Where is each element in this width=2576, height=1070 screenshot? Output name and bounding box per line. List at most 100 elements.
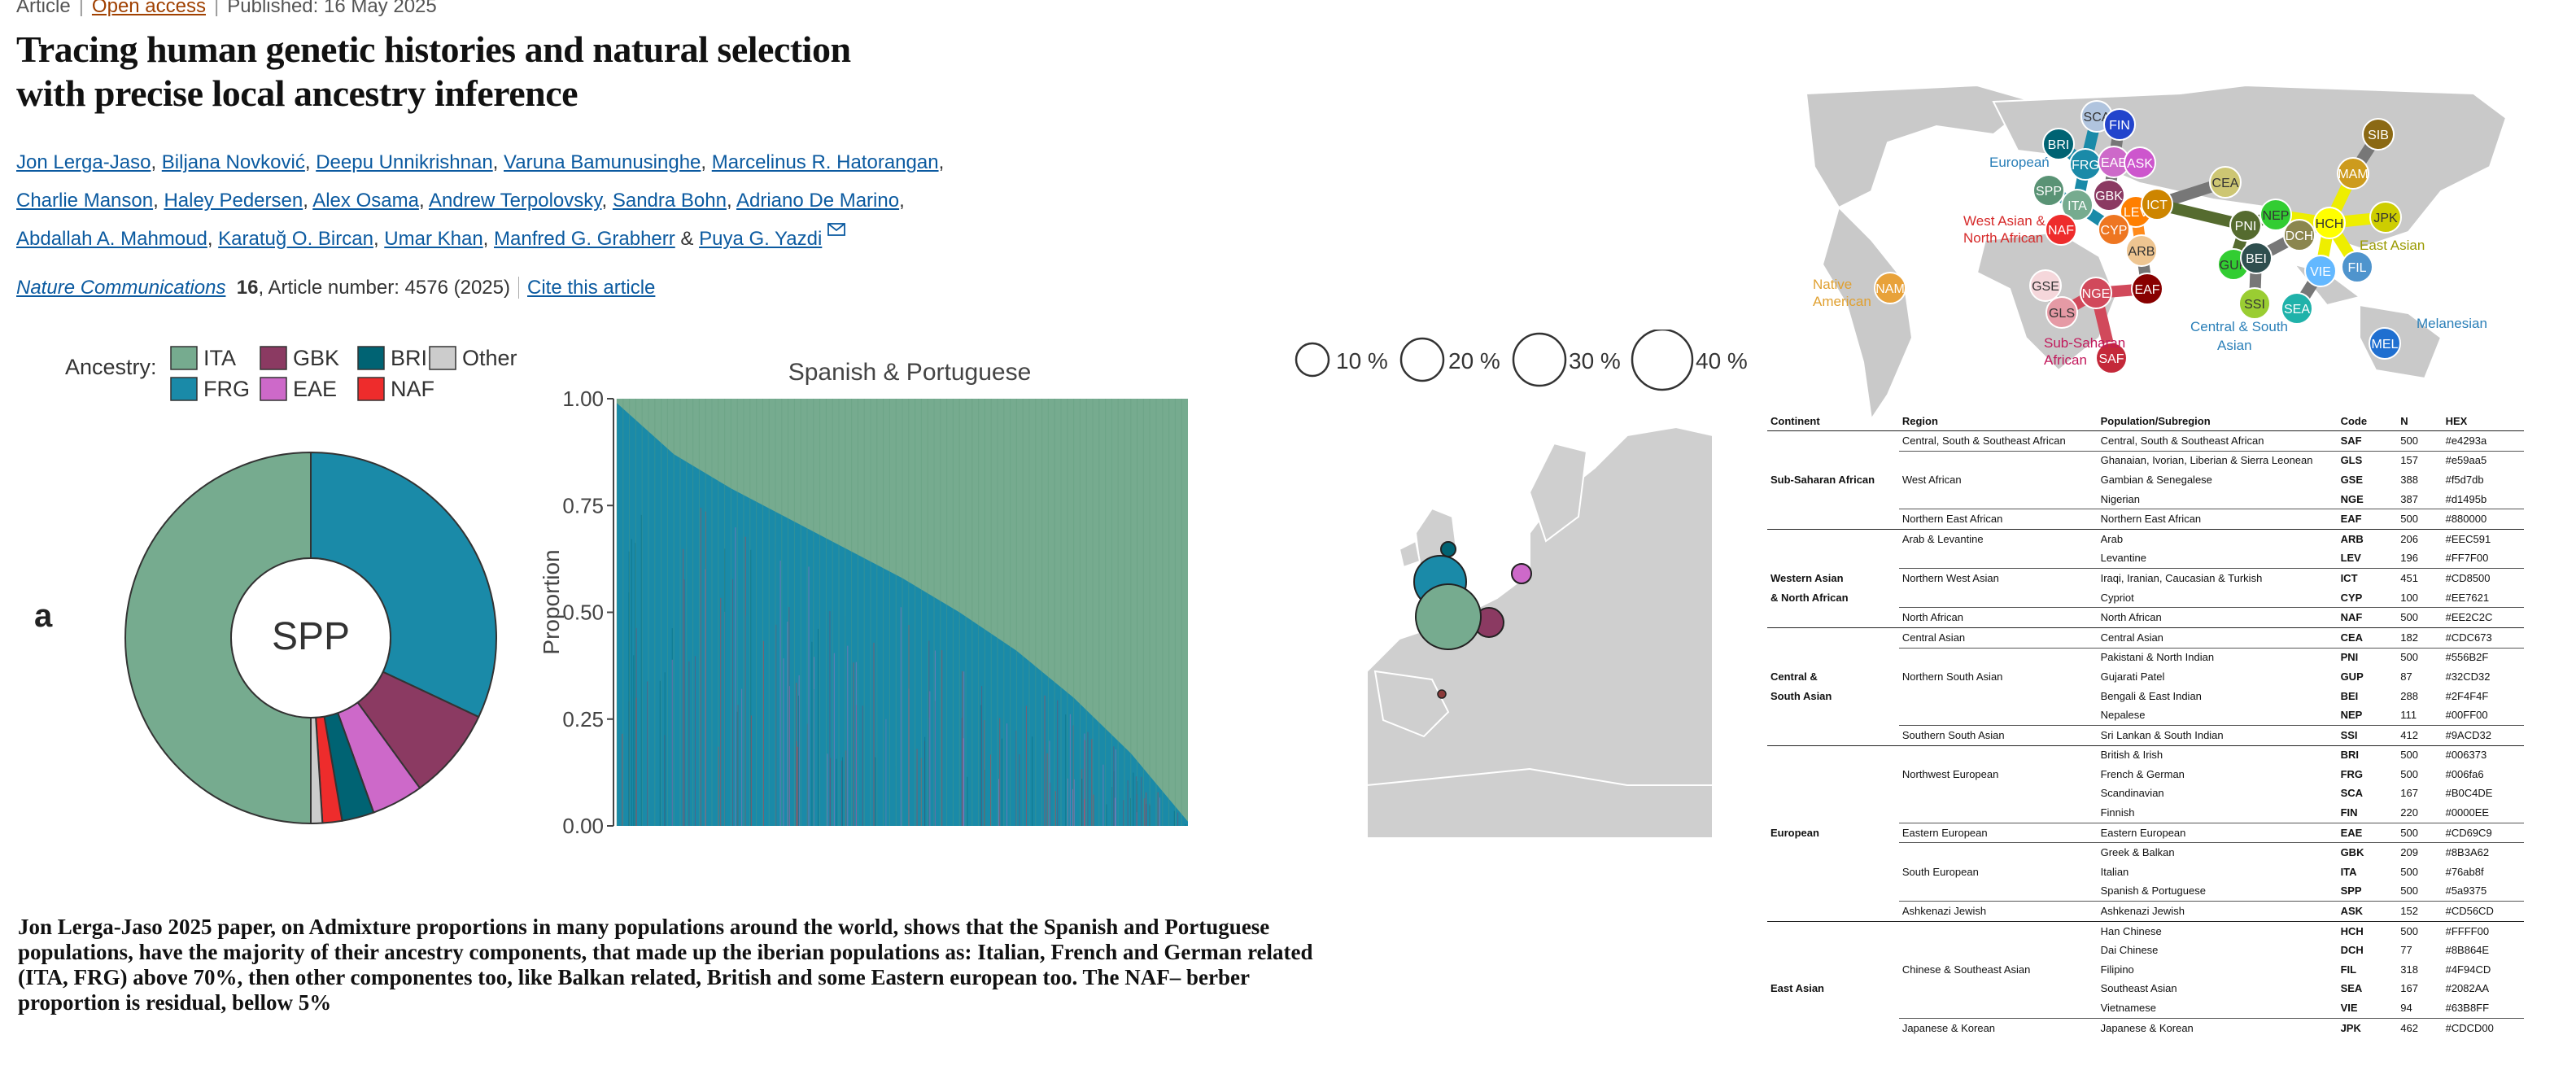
size-legend-circle <box>1513 334 1565 386</box>
cell-pop: Filipino <box>2098 960 2338 980</box>
bubble-BRI[interactable] <box>1441 542 1456 557</box>
author-link[interactable]: Karatuğ O. Bircan <box>218 228 373 250</box>
author-link[interactable]: Marcelinus R. Hatorangan <box>712 151 939 173</box>
author-link[interactable]: Alex Osama <box>312 190 419 212</box>
cell-n: 87 <box>2397 667 2442 687</box>
bubble-size-legend: 10 % 20 % 30 % 40 % <box>1296 330 1748 390</box>
node-label: DCH <box>2286 229 2314 243</box>
donut-center-label: SPP <box>272 615 350 658</box>
author-link[interactable]: Charlie Manson <box>16 190 153 212</box>
cell-hex: #006373 <box>2443 745 2524 765</box>
author-link[interactable]: Manfred G. Grabherr <box>494 228 675 250</box>
cell-region: Northern South Asian <box>1899 667 2098 687</box>
cell-hex: #880000 <box>2443 509 2524 530</box>
bubble-NAF[interactable] <box>1438 690 1446 698</box>
author-link[interactable]: Biljana Novković <box>162 151 305 173</box>
region-label: North African <box>1963 230 2043 246</box>
cell-code: NGE <box>2338 490 2398 509</box>
email-icon[interactable] <box>827 223 845 236</box>
author-link[interactable]: Abdallah A. Mahmoud <box>16 228 207 250</box>
cell-n: 451 <box>2397 569 2442 588</box>
node-label: SPP <box>2036 185 2062 199</box>
node-label: BRI <box>2048 138 2070 152</box>
cell-code: JPK <box>2338 1018 2398 1037</box>
cell-hex: #FF7F00 <box>2443 549 2524 569</box>
cell-n: 318 <box>2397 960 2442 980</box>
cell-hex: #CD56CD <box>2443 902 2524 922</box>
node-label: SAF <box>2098 352 2124 366</box>
table-row: South Asian Bengali & East Indian BEI 288 #2… <box>1767 687 2524 706</box>
table-row: Sub-Saharan African West African Gambian &… <box>1767 470 2524 490</box>
cell-code: BEI <box>2338 687 2398 706</box>
cell-pop: Gujarati Patel <box>2098 667 2338 687</box>
table-row: Central & Northern South Asian Gujarati Pa… <box>1767 667 2524 687</box>
legend: ITA GBK BRI OtherFRG EAE NAF <box>171 346 517 401</box>
cell-n: 412 <box>2397 725 2442 745</box>
table-row: Ghanaian, Ivorian, Liberian & Sierra Leo… <box>1767 451 2524 470</box>
author-link[interactable]: Varuna Bamunusinghe <box>504 151 701 173</box>
cell-hex: #5a9375 <box>2443 882 2524 902</box>
col-continent: Continent <box>1767 411 1899 431</box>
cell-region: Chinese & Southeast Asian <box>1899 960 2098 980</box>
node-label: FIL <box>2347 261 2366 275</box>
table-row: Levantine LEV 196 #FF7F00 <box>1767 549 2524 569</box>
cite-link[interactable]: Cite this article <box>518 277 655 299</box>
author-link[interactable]: Sandra Bohn <box>613 190 727 212</box>
node-label: SIB <box>2368 129 2389 142</box>
cell-code: NEP <box>2338 705 2398 725</box>
cell-continent <box>1767 608 1899 628</box>
cell-hex: #f5d7db <box>2443 470 2524 490</box>
open-access-link[interactable]: Open access <box>92 0 206 17</box>
size-legend-circle <box>1401 338 1443 381</box>
cell-n: 77 <box>2397 941 2442 960</box>
author-link[interactable]: Adriano De Marino <box>736 190 899 212</box>
author-link[interactable]: Andrew Terpolovsky <box>429 190 602 212</box>
author-link[interactable]: Jon Lerga-Jaso <box>16 151 151 173</box>
cell-n: 167 <box>2397 980 2442 999</box>
cell-pop: Levantine <box>2098 549 2338 569</box>
table-row: Ashkenazi Jewish Ashkenazi Jewish ASK 152 #C… <box>1767 902 2524 922</box>
table-row: Chinese & Southeast Asian Filipino FIL 318 #… <box>1767 960 2524 980</box>
table-row: Nepalese NEP 111 #00FF00 <box>1767 705 2524 725</box>
cell-continent: South Asian <box>1767 687 1899 706</box>
cell-pop: Japanese & Korean <box>2098 1018 2338 1037</box>
author-link[interactable]: Umar Khan <box>384 228 482 250</box>
size-legend-label: 40 % <box>1696 348 1748 373</box>
region-label: Europeań <box>1989 155 2050 170</box>
node-label: NGE <box>2082 287 2111 301</box>
cell-hex: #e4293a <box>2443 431 2524 452</box>
author-link[interactable]: Deepu Unnikrishnan <box>316 151 492 173</box>
node-label: GSE <box>2032 280 2059 294</box>
node-label: NAF <box>2048 224 2074 238</box>
journal-link[interactable]: Nature Communications <box>16 277 225 299</box>
cell-continent <box>1767 431 1899 452</box>
legend-swatch <box>260 347 286 369</box>
cell-region: Northern East African <box>1899 509 2098 530</box>
cell-code: CEA <box>2338 627 2398 648</box>
cell-continent <box>1767 960 1899 980</box>
cell-continent <box>1767 803 1899 823</box>
bubble-ITA[interactable] <box>1416 584 1481 649</box>
cell-region: Ashkenazi Jewish <box>1899 902 2098 922</box>
cell-pop: Pakistani & North Indian <box>2098 648 2338 667</box>
size-legend-label: 30 % <box>1569 348 1621 373</box>
cell-continent <box>1767 627 1899 648</box>
cell-code: EAE <box>2338 823 2398 843</box>
region-label: West Asian & <box>1963 213 2046 229</box>
cell-continent <box>1767 705 1899 725</box>
author-link[interactable]: Haley Pedersen <box>164 190 303 212</box>
table-row: Dai Chinese DCH 77 #8B864E <box>1767 941 2524 960</box>
bubble-EAE[interactable] <box>1512 564 1531 583</box>
cell-continent <box>1767 490 1899 509</box>
cell-pop: Scandinavian <box>2098 784 2338 804</box>
cell-hex: #9ACD32 <box>2443 725 2524 745</box>
col-code: Code <box>2338 411 2398 431</box>
cell-code: LEV <box>2338 549 2398 569</box>
author-link[interactable]: Puya G. Yazdi <box>699 228 822 250</box>
cell-region <box>1899 784 2098 804</box>
cell-continent <box>1767 648 1899 667</box>
cell-code: NAF <box>2338 608 2398 628</box>
node-label: JPK <box>2373 212 2398 225</box>
cell-code: ARB <box>2338 529 2398 548</box>
col-population: Population/Subregion <box>2098 411 2338 431</box>
